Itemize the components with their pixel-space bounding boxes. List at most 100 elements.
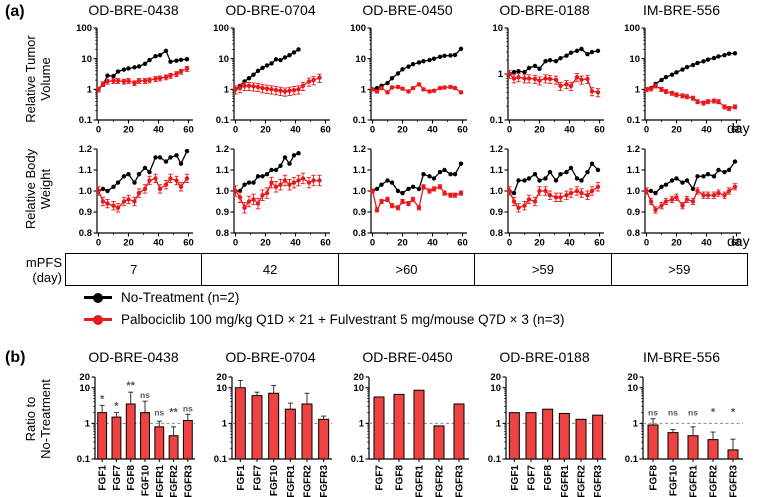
svg-text:20: 20 <box>260 238 271 249</box>
svg-text:0.9: 0.9 <box>79 207 92 218</box>
svg-text:ns: ns <box>140 390 150 400</box>
svg-text:100: 100 <box>76 23 92 34</box>
svg-text:0.1: 0.1 <box>351 454 365 465</box>
svg-text:1.0: 1.0 <box>216 186 229 197</box>
svg-text:10: 10 <box>81 54 92 65</box>
svg-text:20: 20 <box>671 125 682 136</box>
svg-text:FGFR1: FGFR1 <box>286 465 297 497</box>
svg-text:60: 60 <box>183 125 194 136</box>
svg-text:1.2: 1.2 <box>490 144 503 155</box>
mpfs-cell-3: >60 <box>339 254 476 285</box>
svg-text:FGF7: FGF7 <box>375 465 386 491</box>
svg-text:FGFR3: FGFR3 <box>729 465 740 497</box>
svg-text:20: 20 <box>534 238 545 249</box>
col-title-2: OD-BRE-0704 <box>225 2 316 18</box>
svg-text:40: 40 <box>290 125 301 136</box>
svg-text:1.0: 1.0 <box>490 186 503 197</box>
svg-text:20: 20 <box>534 125 545 136</box>
svg-text:ns: ns <box>668 408 678 418</box>
svg-text:0: 0 <box>644 238 649 249</box>
svg-text:1: 1 <box>635 85 641 96</box>
svg-text:FGF10: FGF10 <box>141 465 152 497</box>
svg-text:1: 1 <box>498 69 504 80</box>
svg-text:20: 20 <box>123 125 134 136</box>
svg-text:FGF1: FGF1 <box>236 465 247 491</box>
svg-text:FGF7: FGF7 <box>112 465 123 491</box>
svg-text:0.8: 0.8 <box>353 228 366 239</box>
svg-text:10: 10 <box>79 383 90 394</box>
panel-a-label: (a) <box>5 3 25 20</box>
svg-text:60: 60 <box>320 238 331 249</box>
svg-text:FGFR3: FGFR3 <box>183 465 194 497</box>
svg-text:1.1: 1.1 <box>353 165 367 176</box>
mpfs-cell-1: 7 <box>66 254 203 285</box>
svg-text:1.2: 1.2 <box>627 144 640 155</box>
svg-text:40: 40 <box>701 125 712 136</box>
legend-entry-treatment: Palbociclib 100 mg/kg Q1D × 21 + Fulvest… <box>84 312 564 327</box>
svg-text:0: 0 <box>370 125 375 136</box>
svg-text:**: ** <box>169 407 178 419</box>
svg-text:**: ** <box>126 380 135 392</box>
svg-text:FGF8: FGF8 <box>649 465 660 491</box>
svg-text:0.9: 0.9 <box>627 207 640 218</box>
svg-text:0.1: 0.1 <box>488 454 502 465</box>
svg-text:FGF10: FGF10 <box>669 465 680 497</box>
svg-text:10: 10 <box>355 54 366 65</box>
col-title-b4: OD-BRE-0188 <box>499 349 590 365</box>
svg-text:1: 1 <box>359 419 365 430</box>
svg-text:100: 100 <box>213 23 229 34</box>
svg-text:0: 0 <box>370 238 375 249</box>
svg-text:0.1: 0.1 <box>79 115 93 126</box>
svg-text:1.0: 1.0 <box>353 186 366 197</box>
svg-text:0.8: 0.8 <box>627 228 640 239</box>
svg-text:0.1: 0.1 <box>490 115 504 126</box>
svg-text:FGF8: FGF8 <box>543 465 554 491</box>
svg-text:100: 100 <box>350 23 366 34</box>
svg-text:10: 10 <box>218 54 229 65</box>
svg-text:FGFR2: FGFR2 <box>435 465 446 497</box>
svg-text:1: 1 <box>222 419 228 430</box>
svg-text:20: 20 <box>123 238 134 249</box>
mpfs-table: 7 42 >60 >59 >59 <box>65 253 748 286</box>
svg-text:FGFR2: FGFR2 <box>577 465 588 497</box>
svg-text:20: 20 <box>490 372 501 383</box>
svg-text:FGF8: FGF8 <box>126 465 137 491</box>
svg-text:10: 10 <box>627 383 638 394</box>
tumor-volume-chart-1: 0.1 1 10 100 0 20 40 60 <box>76 23 194 136</box>
svg-text:FGFR2: FGFR2 <box>303 465 314 497</box>
svg-text:40: 40 <box>564 125 575 136</box>
day-label-row2: day <box>727 233 750 249</box>
svg-text:ns: ns <box>688 408 698 418</box>
svg-text:FGFR3: FGFR3 <box>319 465 330 497</box>
svg-text:FGFR3: FGFR3 <box>593 465 604 497</box>
svg-text:60: 60 <box>731 125 742 136</box>
svg-text:*: * <box>731 407 736 419</box>
red-line-marker-icon <box>84 314 112 325</box>
svg-text:60: 60 <box>594 125 605 136</box>
svg-text:60: 60 <box>731 238 742 249</box>
svg-text:20: 20 <box>671 238 682 249</box>
svg-text:100: 100 <box>624 23 640 34</box>
panel-b-label: (b) <box>5 349 26 366</box>
col-title-3: OD-BRE-0450 <box>362 2 453 18</box>
svg-text:FGF10: FGF10 <box>269 465 280 497</box>
svg-text:0: 0 <box>644 125 649 136</box>
svg-text:0.8: 0.8 <box>216 228 229 239</box>
svg-text:FGF1: FGF1 <box>510 465 521 491</box>
tumor-volume-chart-3: 0.1 1 10 100 0 20 40 60 <box>350 23 468 136</box>
body-weight-chart-1: 0.8 0.9 1.0 1.1 1.2 0 20 40 60 <box>79 144 194 249</box>
svg-text:FGFR1: FGFR1 <box>155 465 166 497</box>
body-weight-chart-5: 0.8 0.9 1.0 1.1 1.2 0 20 40 60 <box>627 144 742 249</box>
svg-text:FGFR1: FGFR1 <box>689 465 700 497</box>
svg-text:0.9: 0.9 <box>353 207 366 218</box>
body-weight-chart-3: 0.8 0.9 1.0 1.1 1.2 0 20 40 60 <box>353 144 468 249</box>
svg-text:FGFR1: FGFR1 <box>560 465 571 497</box>
svg-text:1.2: 1.2 <box>79 144 92 155</box>
svg-text:1.0: 1.0 <box>627 186 640 197</box>
svg-text:1: 1 <box>224 85 230 96</box>
mpfs-cell-5: >59 <box>668 262 691 277</box>
